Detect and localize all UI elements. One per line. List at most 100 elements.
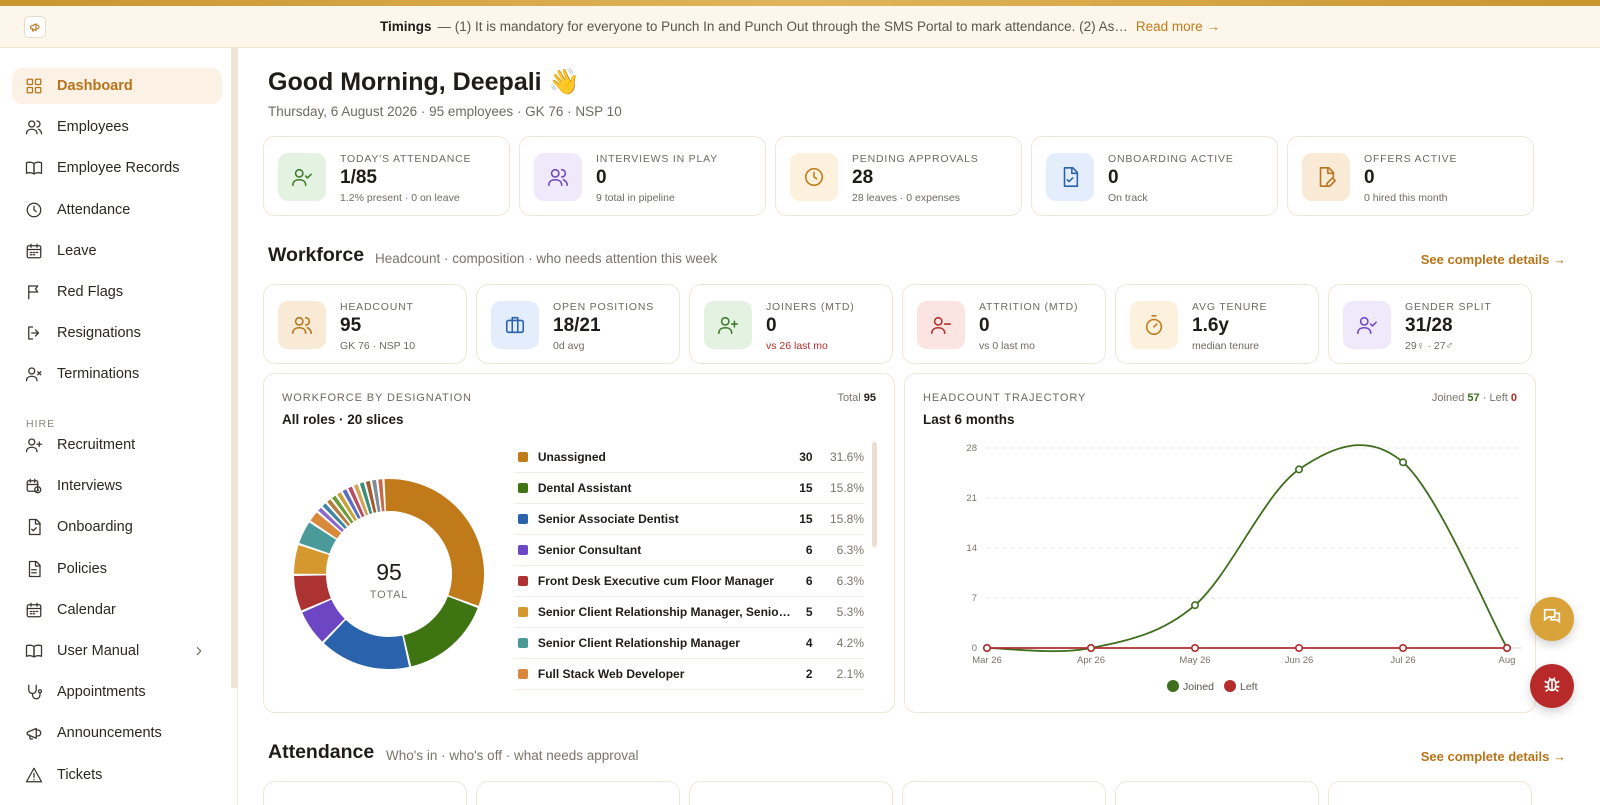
kpi-card-onboarding-active[interactable]: Onboarding Active 0 On track: [1031, 136, 1278, 216]
donut-slice[interactable]: [359, 482, 373, 515]
kpi-label: Avg Tenure: [1192, 301, 1268, 313]
data-point[interactable]: [983, 644, 992, 653]
banner-text: — (1) It is mandatory for everyone to Pu…: [437, 19, 1128, 34]
data-point[interactable]: [1190, 644, 1199, 653]
donut-slice[interactable]: [310, 512, 342, 539]
kpi-card-attrition-mtd[interactable]: Attrition (MTD) 0 vs 0 last mo: [902, 284, 1106, 364]
sidebar-item-interviews[interactable]: Interviews: [12, 468, 222, 504]
donut-center-value: 95: [376, 559, 402, 585]
sidebar-item-label: Employee Records: [57, 160, 180, 177]
kpi-card-gender-split[interactable]: Gender Split 31/28 29♀ · 27♂: [1328, 284, 1532, 364]
donut-slice[interactable]: [322, 503, 347, 529]
sidebar-scrollbar[interactable]: [231, 48, 237, 688]
data-point[interactable]: [1398, 458, 1407, 467]
warning-icon: [24, 765, 44, 785]
donut-slice[interactable]: [365, 480, 377, 513]
sidebar-item-recruitment[interactable]: Recruitment: [12, 427, 222, 463]
donut-slice[interactable]: [299, 522, 337, 554]
sidebar-item-terminations[interactable]: Terminations: [12, 356, 222, 392]
donut-slice[interactable]: [327, 499, 351, 527]
donut-slice[interactable]: [302, 599, 345, 642]
kpi-card-headcount[interactable]: Headcount 95 GK 76 · NSP 10: [263, 284, 467, 364]
donut-slice[interactable]: [294, 545, 329, 574]
sidebar-item-resignations[interactable]: Resignations: [12, 315, 222, 351]
legend-scrollbar[interactable]: [872, 442, 877, 547]
kpi-card-today-s-attendance[interactable]: Today's Attendance 1/85 1.2% present · 0 o…: [263, 136, 510, 216]
sidebar-item-user-manual[interactable]: User Manual: [12, 633, 222, 669]
sidebar-item-red-flags[interactable]: Red Flags: [12, 274, 222, 310]
page-title: Good Morning, Deepali 👋: [268, 68, 580, 96]
legend-row[interactable]: Unassigned 30 31.6%: [514, 442, 864, 473]
data-point[interactable]: [1190, 601, 1199, 610]
kpi-label: Pending Approvals: [852, 153, 979, 165]
megaphone-icon[interactable]: [24, 16, 46, 38]
donut-slice[interactable]: [378, 479, 385, 512]
donut-slice[interactable]: [294, 575, 331, 611]
chat-button[interactable]: [1530, 597, 1574, 641]
donut-slice[interactable]: [403, 596, 478, 667]
kpi-card-joiners-mtd[interactable]: Joiners (MTD) 0 vs 26 last mo: [689, 284, 893, 364]
sidebar-item-calendar[interactable]: Calendar: [12, 592, 222, 628]
legend-row[interactable]: Front Desk Executive cum Floor Manager 6 6…: [514, 566, 864, 597]
legend-row[interactable]: Senior Associate Dentist 15 15.8%: [514, 504, 864, 535]
trajectory-panel: Headcount Trajectory Last 6 months Joine…: [904, 373, 1536, 713]
kpi-card-avg-tenure[interactable]: Avg Tenure 1.6y median tenure: [1115, 284, 1319, 364]
sidebar-item-announcements[interactable]: Announcements: [12, 715, 222, 751]
donut-slice[interactable]: [372, 479, 381, 513]
data-point[interactable]: [1294, 465, 1303, 474]
kpi-card-pending-approvals[interactable]: Pending Approvals 28 28 leaves · 0 expense…: [775, 136, 1022, 216]
kpi-subtext: 28 leaves · 0 expenses: [852, 192, 960, 204]
donut-slice[interactable]: [318, 507, 344, 532]
legend-row[interactable]: Dental Assistant 15 15.8%: [514, 473, 864, 504]
attendance-card[interactable]: [1115, 781, 1319, 805]
attendance-card[interactable]: [476, 781, 680, 805]
kpi-subtext: median tenure: [1192, 340, 1260, 352]
sidebar-item-attendance[interactable]: Attendance: [12, 192, 222, 228]
attendance-card[interactable]: [1328, 781, 1532, 805]
attendance-card[interactable]: [902, 781, 1106, 805]
donut-slice[interactable]: [353, 484, 369, 516]
legend-row[interactable]: Full Stack Web Developer 2 2.1%: [514, 659, 864, 690]
kpi-subtext: GK 76 · NSP 10: [340, 340, 416, 352]
legend-row[interactable]: Senior Client Relationship Manager, Seni…: [514, 597, 864, 628]
workforce-details-link[interactable]: See complete details →: [1420, 252, 1566, 267]
attendance-card[interactable]: [689, 781, 893, 805]
users-icon: [278, 301, 326, 349]
kpi-label: Onboarding Active: [1108, 153, 1234, 165]
kpi-card-interviews-in-play[interactable]: Interviews in Play 0 9 total in pipeline: [519, 136, 766, 216]
chevron-right-icon[interactable]: [192, 644, 206, 662]
attendance-card[interactable]: [263, 781, 467, 805]
sidebar-item-appointments[interactable]: Appointments: [12, 674, 222, 710]
kpi-card-offers-active[interactable]: Offers Active 0 0 hired this month: [1287, 136, 1534, 216]
legend-row[interactable]: Senior Consultant 6 6.3%: [514, 535, 864, 566]
data-point[interactable]: [1502, 644, 1511, 653]
sidebar-item-employee-records[interactable]: Employee Records: [12, 150, 222, 186]
kpi-value: 1.6y: [1192, 315, 1229, 336]
x-tick-label: Aug: [1499, 655, 1516, 666]
kpi-value: 0: [979, 315, 990, 336]
kpi-card-open-positions[interactable]: Open Positions 18/21 0d avg: [476, 284, 680, 364]
donut-slice[interactable]: [384, 479, 484, 606]
donut-slice[interactable]: [348, 486, 365, 518]
donut-slice[interactable]: [323, 619, 410, 669]
data-point[interactable]: [1294, 644, 1303, 653]
attendance-title: Attendance: [268, 741, 375, 763]
legend-count: 30: [799, 450, 813, 464]
stethoscope-icon: [24, 682, 44, 702]
legend-percent: 2.1%: [836, 667, 864, 681]
sidebar-item-employees[interactable]: Employees: [12, 109, 222, 145]
legend-row[interactable]: Senior Client Relationship Manager 4 4.2%: [514, 628, 864, 659]
sidebar-item-dashboard[interactable]: Dashboard: [12, 68, 222, 104]
donut-slice[interactable]: [342, 489, 361, 520]
donut-slice[interactable]: [332, 495, 354, 524]
banner-read-more-link[interactable]: Read more →: [1135, 19, 1220, 34]
sidebar-item-onboarding[interactable]: Onboarding: [12, 509, 222, 545]
bug-report-button[interactable]: [1530, 664, 1574, 708]
sidebar-item-leave[interactable]: Leave: [12, 233, 222, 269]
attendance-details-link[interactable]: See complete details →: [1420, 749, 1566, 764]
sidebar-item-policies[interactable]: Policies: [12, 551, 222, 587]
donut-slice[interactable]: [337, 492, 357, 522]
data-point[interactable]: [1398, 644, 1407, 653]
sidebar-item-tickets[interactable]: Tickets: [12, 757, 222, 793]
data-point[interactable]: [1087, 644, 1096, 653]
